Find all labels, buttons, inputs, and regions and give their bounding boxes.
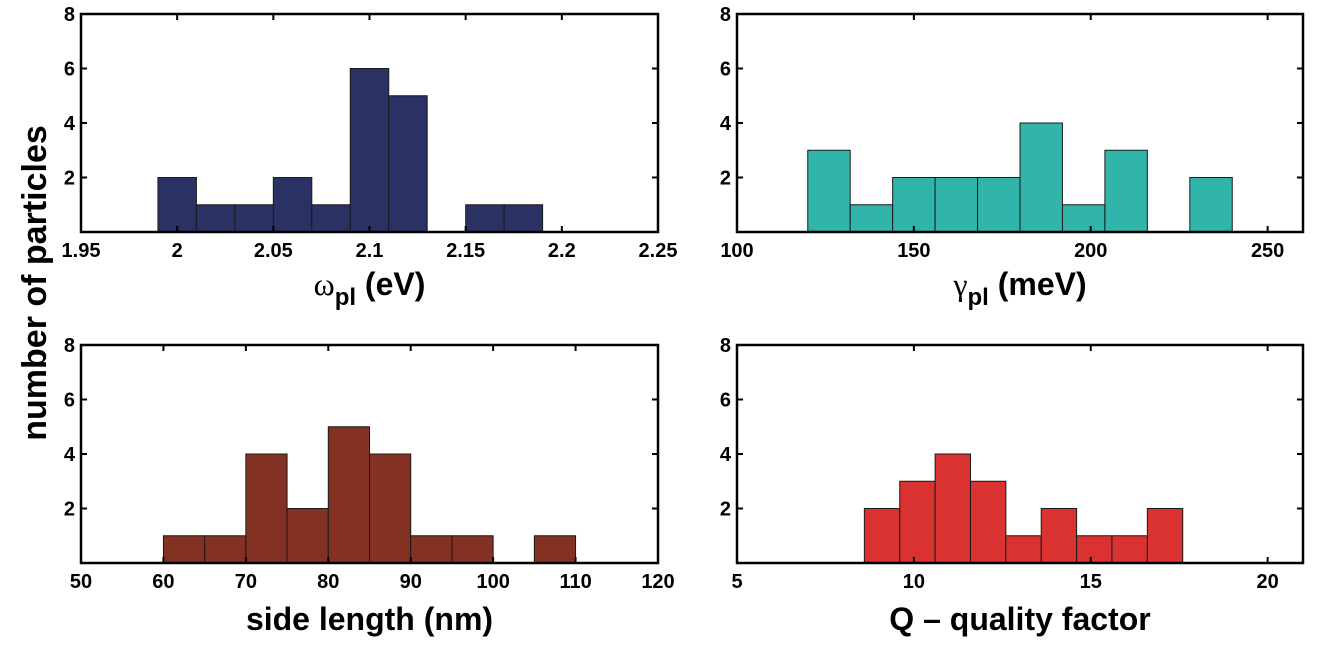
bar-omega-pl-8 xyxy=(503,204,544,233)
bar-side-length-0 xyxy=(162,535,206,564)
plot-frame-q-factor xyxy=(735,343,1305,565)
bar-side-length-7 xyxy=(451,535,494,564)
x-tick-label-side-length-2: 70 xyxy=(235,571,257,593)
bar-q-factor-7 xyxy=(1111,535,1148,564)
bar-q-factor-4 xyxy=(1005,535,1042,564)
bar-omega-pl-1 xyxy=(195,204,236,233)
y-tick-label-omega-pl-3: 8 xyxy=(64,4,75,26)
bar-q-factor-5 xyxy=(1040,508,1078,564)
x-tick-label-gamma-pl-2: 200 xyxy=(1074,240,1107,262)
x-tick-label-omega-pl-4: 2.15 xyxy=(446,240,485,262)
x-axis-label-q-factor: Q – quality factor xyxy=(889,601,1150,637)
bar-side-length-8 xyxy=(533,535,577,564)
bar-q-factor-6 xyxy=(1076,535,1113,564)
shared-y-axis-label: number of particles xyxy=(16,125,54,441)
x-tick-label-omega-pl-5: 2.2 xyxy=(548,240,576,262)
bar-side-length-5 xyxy=(369,453,412,564)
x-tick-label-q-factor-0: 5 xyxy=(731,571,742,593)
bar-gamma-pl-0 xyxy=(807,149,851,233)
bar-omega-pl-5 xyxy=(349,68,390,233)
y-tick-label-omega-pl-2: 6 xyxy=(64,59,75,81)
bar-side-length-6 xyxy=(410,535,453,564)
x-tick-label-gamma-pl-1: 150 xyxy=(897,240,930,262)
y-tick-label-gamma-pl-0: 2 xyxy=(720,168,731,190)
bar-q-factor-8 xyxy=(1146,508,1184,564)
bar-side-length-4 xyxy=(327,426,370,564)
y-tick-label-q-factor-0: 2 xyxy=(720,499,731,521)
x-tick-label-side-length-7: 120 xyxy=(641,571,674,593)
y-tick-label-side-length-0: 2 xyxy=(64,499,75,521)
panel-omega-pl: 1.95 2 2.05 2.1 2.15 2.2 2.25 2 4 6 8 ωpl (eV) xyxy=(62,4,678,311)
x-axis-label-side-length: side length (nm) xyxy=(246,601,493,637)
y-tick-label-omega-pl-1: 4 xyxy=(64,113,76,135)
y-tick-label-q-factor-2: 6 xyxy=(720,390,731,412)
x-tick-label-side-length-3: 80 xyxy=(317,571,339,593)
x-tick-label-q-factor-1: 10 xyxy=(903,571,925,593)
bar-gamma-pl-7 xyxy=(1104,149,1148,233)
bar-omega-pl-3 xyxy=(272,177,313,233)
x-tick-label-side-length-5: 100 xyxy=(476,571,509,593)
x-axis-label-omega-pl: ωpl (eV) xyxy=(314,266,426,311)
bar-gamma-pl-8 xyxy=(1189,177,1233,233)
x-tick-label-omega-pl-3: 2.1 xyxy=(356,240,384,262)
bar-gamma-pl-4 xyxy=(977,177,1021,233)
panel-side-length: 50 60 70 80 90 100 110 120 2 4 6 8 side length (nm) xyxy=(64,335,675,637)
x-tick-label-q-factor-2: 15 xyxy=(1080,571,1102,593)
bar-q-factor-0 xyxy=(863,508,901,564)
histogram-panels: 1.95 2 2.05 2.1 2.15 2.2 2.25 2 4 6 8 ωpl (eV) 100 15… xyxy=(62,4,1305,637)
x-tick-label-omega-pl-6: 2.25 xyxy=(639,240,678,262)
y-tick-label-omega-pl-0: 2 xyxy=(64,168,75,190)
y-tick-label-q-factor-3: 8 xyxy=(720,335,731,357)
x-tick-label-omega-pl-2: 2.05 xyxy=(254,240,293,262)
x-tick-label-gamma-pl-3: 250 xyxy=(1251,240,1284,262)
x-tick-label-q-factor-3: 20 xyxy=(1257,571,1279,593)
bar-gamma-pl-6 xyxy=(1061,204,1106,233)
x-tick-label-omega-pl-1: 2 xyxy=(172,240,183,262)
bar-side-length-3 xyxy=(286,508,329,564)
bar-q-factor-3 xyxy=(969,480,1007,564)
bar-gamma-pl-1 xyxy=(849,204,894,233)
bar-q-factor-1 xyxy=(899,480,936,564)
bar-omega-pl-6 xyxy=(388,95,428,233)
y-tick-label-side-length-2: 6 xyxy=(64,390,75,412)
panel-q-factor: 5 10 15 20 2 4 6 8 Q – quality factor xyxy=(720,335,1305,637)
y-tick-label-gamma-pl-3: 8 xyxy=(720,4,731,26)
y-tick-label-side-length-1: 4 xyxy=(64,444,76,466)
bar-omega-pl-0 xyxy=(157,177,197,233)
bar-side-length-1 xyxy=(204,535,247,564)
bar-omega-pl-7 xyxy=(465,204,505,233)
x-tick-label-gamma-pl-0: 100 xyxy=(720,240,753,262)
x-tick-label-side-length-6: 110 xyxy=(559,571,591,593)
bar-q-factor-2 xyxy=(934,453,971,564)
bar-gamma-pl-5 xyxy=(1019,122,1063,233)
x-axis-label-gamma-pl: γpl (meV) xyxy=(952,266,1086,311)
x-tick-label-omega-pl-0: 1.95 xyxy=(62,240,101,262)
bar-gamma-pl-2 xyxy=(892,177,936,233)
bar-omega-pl-2 xyxy=(234,204,274,233)
panel-gamma-pl: 100 150 200 250 2 4 6 8 γpl (meV) xyxy=(720,4,1305,311)
bar-omega-pl-4 xyxy=(311,204,351,233)
x-tick-label-side-length-1: 60 xyxy=(152,571,174,593)
y-tick-label-gamma-pl-2: 6 xyxy=(720,59,731,81)
x-tick-label-side-length-4: 90 xyxy=(400,571,422,593)
x-tick-label-side-length-0: 50 xyxy=(70,571,92,593)
y-tick-label-gamma-pl-1: 4 xyxy=(720,113,732,135)
bar-gamma-pl-3 xyxy=(934,177,979,233)
y-tick-label-side-length-3: 8 xyxy=(64,335,75,357)
y-tick-label-q-factor-1: 4 xyxy=(720,444,732,466)
bar-side-length-2 xyxy=(245,453,288,564)
